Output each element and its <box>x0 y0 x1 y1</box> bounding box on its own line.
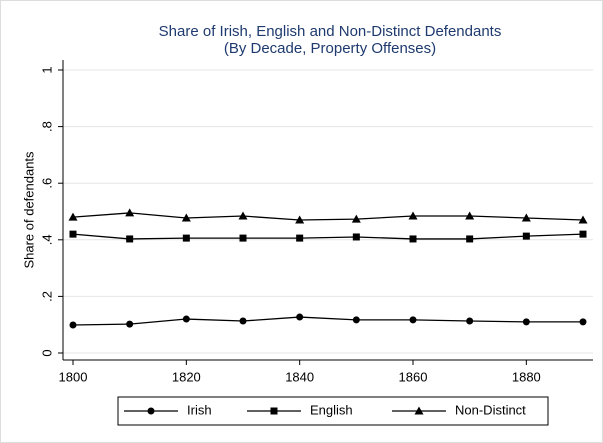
marker <box>182 315 190 323</box>
x-tick-label: 1860 <box>399 369 428 384</box>
legend-label: Irish <box>187 402 212 417</box>
chart-subtitle: (By Decade, Property Offenses) <box>224 40 436 57</box>
marker <box>296 313 304 321</box>
marker <box>69 321 77 329</box>
marker <box>466 235 474 243</box>
marker <box>521 213 531 222</box>
legend-box <box>117 396 549 426</box>
y-axis-title: Share of defendants <box>21 151 36 269</box>
chart-title: Share of Irish, English and Non-Distinct… <box>159 23 502 40</box>
marker <box>466 317 474 325</box>
x-tick-label: 1840 <box>285 369 314 384</box>
legend-label: English <box>310 402 353 417</box>
marker <box>182 234 190 242</box>
marker <box>126 235 134 243</box>
marker <box>579 318 587 326</box>
x-tick-label: 1880 <box>512 369 541 384</box>
marker <box>126 320 134 328</box>
marker <box>181 213 191 222</box>
marker <box>522 232 530 240</box>
marker <box>125 208 135 217</box>
marker <box>408 211 418 220</box>
legend-label: Non-Distinct <box>455 402 526 417</box>
marker <box>579 230 587 238</box>
y-tick-label: 0 <box>39 349 54 356</box>
y-tick-label: .6 <box>39 178 54 189</box>
x-tick-label: 1800 <box>59 369 88 384</box>
marker <box>295 215 305 224</box>
marker <box>352 316 360 324</box>
marker <box>270 407 278 415</box>
x-tick-label: 1820 <box>172 369 201 384</box>
y-tick-label: .2 <box>39 291 54 302</box>
series-line <box>72 233 584 240</box>
marker <box>239 317 247 325</box>
y-tick-label: .8 <box>39 121 54 132</box>
marker <box>352 233 360 241</box>
marker <box>578 215 588 224</box>
marker <box>351 214 361 223</box>
marker <box>414 406 424 415</box>
marker <box>69 230 77 238</box>
series-line <box>72 212 584 221</box>
marker <box>68 212 78 221</box>
series-line <box>72 316 583 326</box>
marker <box>296 234 304 242</box>
marker <box>522 318 530 326</box>
marker <box>239 234 247 242</box>
marker <box>238 211 248 220</box>
y-tick-label: 1 <box>39 66 54 73</box>
marker <box>409 235 417 243</box>
marker <box>147 407 155 415</box>
y-tick-label: .4 <box>39 234 54 245</box>
marker <box>409 316 417 324</box>
marker <box>465 211 475 220</box>
